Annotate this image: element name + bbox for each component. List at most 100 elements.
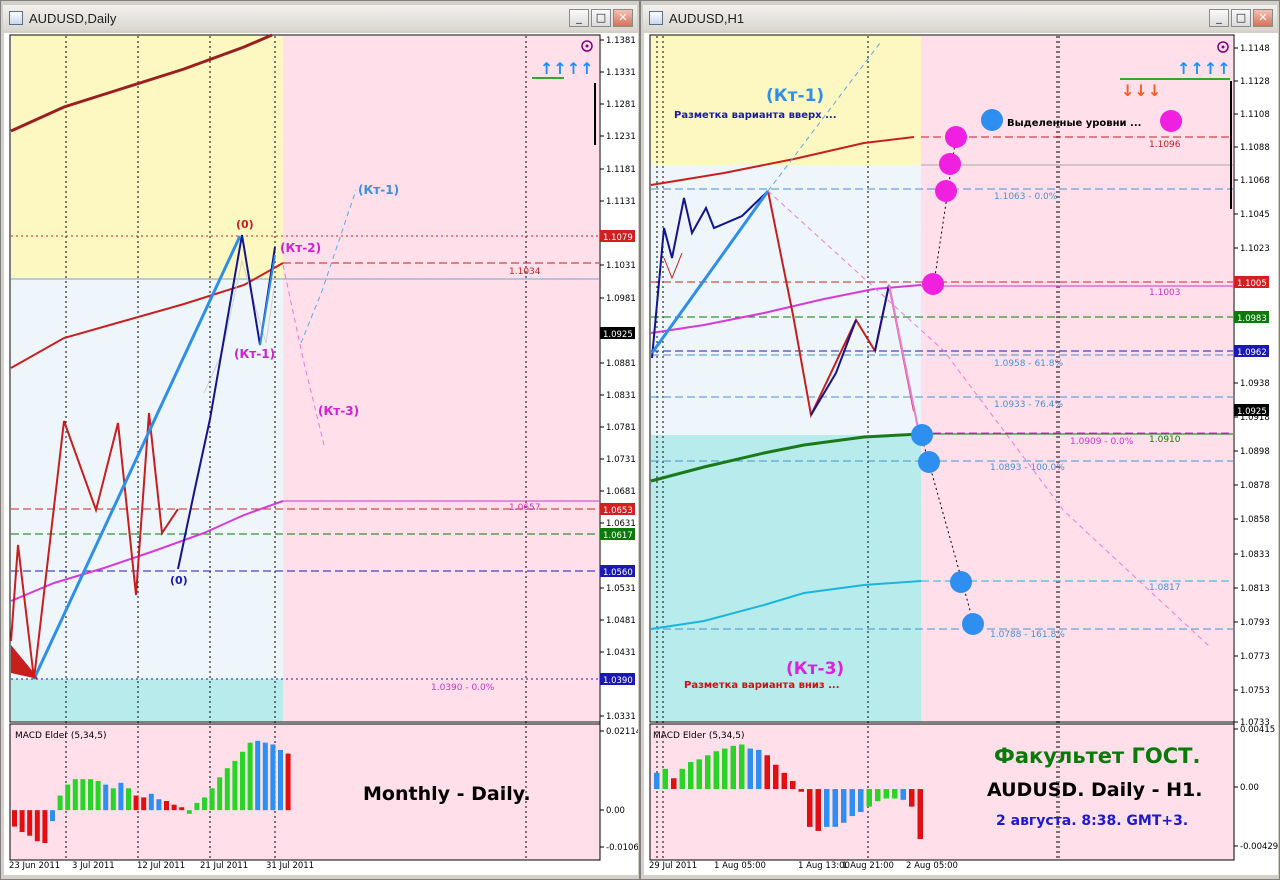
- indicator-left: [11, 725, 283, 859]
- lightblue-zone: [11, 279, 283, 679]
- price-tick-label: 1.0981: [606, 294, 636, 304]
- macd-bar: [224, 768, 230, 811]
- indicator-axis: 0.00415 0.00 -0.00429: [1234, 725, 1278, 852]
- cyan-zone: [11, 679, 283, 721]
- date-tick-label: 12 Jul 2011: [137, 861, 185, 871]
- macd-bar: [156, 799, 162, 811]
- macd-bar: [65, 784, 71, 811]
- macd-bar: [764, 755, 770, 790]
- level-label-0788: 1.0788 - 161.8%: [990, 630, 1065, 640]
- macd-bar: [217, 777, 223, 811]
- wave-zero-top: (0): [236, 218, 254, 231]
- close-button[interactable]: ✕: [1253, 9, 1273, 27]
- expert-icon-dot: [585, 44, 589, 48]
- date-tick-label: 3 Jul 2011: [72, 861, 115, 871]
- forecast-down: [282, 264, 325, 446]
- price-tick-label: 1.0731: [606, 455, 636, 465]
- yellow-zone: [651, 36, 921, 165]
- date-tick-label: 1 Aug 05:00: [714, 861, 766, 871]
- date-tick-label: 23 Jun 2011: [9, 861, 60, 871]
- h1-chart[interactable]: (Кт-1) Разметка варианта вверх ... Выделен…: [644, 33, 1278, 875]
- pink-zone: [283, 36, 599, 721]
- ma-green: [650, 432, 922, 483]
- level-label-0910: 1.0910: [1149, 435, 1181, 445]
- zigzag-magenta: [888, 284, 920, 434]
- forecast-down-line: [767, 190, 1211, 648]
- price-tag: [600, 565, 635, 577]
- close-button[interactable]: ✕: [613, 9, 633, 27]
- price-tick-label: 1.1281: [606, 100, 636, 110]
- price-tick-label: 1.0531: [606, 584, 636, 594]
- price-tag: [1234, 311, 1269, 323]
- macd-bar: [798, 789, 804, 792]
- level-label-0893: 1.0893 - 100.0%: [990, 463, 1065, 473]
- lightblue-zone: [651, 165, 921, 435]
- magenta-marker: [922, 273, 944, 295]
- price-tick-label: 1.0831: [606, 391, 636, 401]
- maximize-button[interactable]: □: [591, 9, 611, 27]
- daily-chart[interactable]: (0) (0) (Кт-1) (Кт-2) (Кт-1) (Кт-3) 1.1034 1.06…: [4, 33, 638, 875]
- blue-marker: [918, 451, 940, 473]
- macd-histogram: [654, 744, 923, 840]
- ma-gray: [203, 260, 275, 394]
- price-tick-label: 1.0331: [606, 712, 636, 722]
- macd-bar: [186, 810, 192, 814]
- indicator-name: MACD Elder (5,34,5): [15, 731, 107, 741]
- macd-bar: [270, 744, 276, 811]
- macd-bar: [19, 810, 25, 833]
- macd-bar: [133, 795, 139, 811]
- date-axis: 23 Jun 2011 3 Jul 2011 12 Jul 2011 21 Jul 2…: [9, 861, 314, 871]
- minimize-button[interactable]: _: [569, 9, 589, 27]
- indicator-axis: 0.02114 0.00 -0.01064: [600, 727, 638, 853]
- price-tag-label: 1.0390: [603, 676, 633, 686]
- macd-bar: [705, 755, 711, 790]
- price-tick-label: 1.1331: [606, 68, 636, 78]
- daily-window-titlebar[interactable]: AUDUSD,Daily _ □ ✕: [3, 5, 637, 31]
- macd-bar: [247, 742, 253, 811]
- price-tick-label: 1.0938: [1240, 379, 1270, 389]
- h1-window-titlebar[interactable]: AUDUSD,H1 _ □ ✕: [643, 5, 1277, 31]
- blue-marker: [981, 109, 1003, 131]
- price-tag-label: 1.0560: [603, 568, 633, 578]
- ma-short: [10, 500, 284, 602]
- macd-bar: [110, 788, 116, 811]
- price-tag-label: 1.0653: [603, 506, 633, 516]
- macd-bar: [209, 788, 215, 811]
- price-tick-label: 1.1023: [1240, 244, 1270, 254]
- price-tick-label: 1.0753: [1240, 686, 1270, 696]
- price-tick-label: 1.0773: [1240, 652, 1270, 662]
- zigzag-navy: [651, 190, 769, 359]
- price-axis: 1.1148 1.1128 1.1108 1.1088 1.1068 1.1045 1.10…: [1230, 35, 1270, 860]
- expert-icon-dot: [1221, 45, 1225, 49]
- macd-bar: [883, 789, 889, 799]
- buy-signal-arrows: ↑↑↑↑: [540, 59, 594, 78]
- indicator-caption: Monthly - Daily.: [363, 783, 531, 805]
- macd-bar: [262, 742, 268, 811]
- price-tag: [600, 327, 635, 339]
- annotation-up-variant: Разметка варианта вверх ...: [674, 110, 837, 121]
- price-tag-label: 1.0617: [603, 531, 633, 541]
- indicator-tick-label: -0.00429: [1240, 842, 1278, 852]
- maximize-button[interactable]: □: [1231, 9, 1251, 27]
- grid-lines: [656, 36, 1060, 859]
- minimize-button[interactable]: _: [1209, 9, 1229, 27]
- expert-icon: [1217, 41, 1229, 53]
- projection-down: [920, 434, 975, 626]
- macd-histogram: [12, 740, 291, 844]
- price-tick-label: 1.0813: [1240, 584, 1270, 594]
- price-tick-label: 1.0631: [606, 519, 636, 529]
- macd-bar: [662, 768, 668, 790]
- macd-bar: [171, 804, 177, 811]
- macd-bar: [95, 780, 101, 811]
- macd-bar: [654, 772, 660, 790]
- caption-faculty: Факультет ГОСТ.: [994, 744, 1200, 768]
- sell-signal-arrows: ↓↓↓: [1121, 81, 1162, 100]
- macd-bar: [103, 784, 109, 811]
- macd-bar: [909, 789, 915, 807]
- price-tick-label: 1.0781: [606, 423, 636, 433]
- price-tick-label: 1.1148: [1240, 44, 1270, 54]
- level-label-0657: 1.0657: [509, 503, 541, 513]
- macd-bar: [713, 751, 719, 790]
- forecast-up: [300, 189, 357, 344]
- macd-bar: [722, 748, 728, 790]
